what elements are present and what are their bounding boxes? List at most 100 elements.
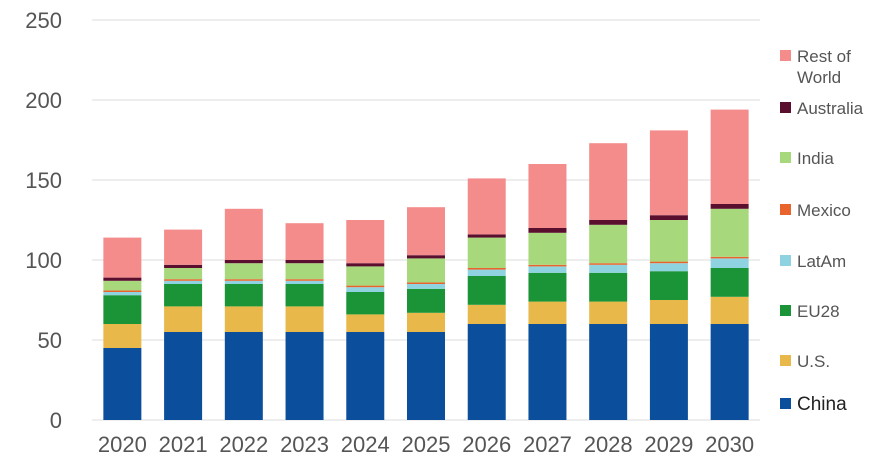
bar-segment bbox=[164, 332, 203, 420]
bar-segment bbox=[285, 223, 324, 260]
legend-label: Australia bbox=[797, 99, 864, 118]
bar-segment bbox=[467, 304, 506, 324]
bar-segment bbox=[528, 164, 567, 228]
bar-segment bbox=[589, 143, 628, 220]
bar-segment bbox=[407, 255, 445, 259]
bar-segment bbox=[649, 263, 688, 272]
bar-segment bbox=[346, 263, 385, 267]
bar-segment bbox=[224, 284, 263, 307]
legend-swatch bbox=[780, 50, 791, 61]
bar-stack-2028 bbox=[589, 143, 628, 420]
legend-swatch bbox=[780, 305, 791, 316]
bar-segment bbox=[710, 204, 749, 209]
bar-segment bbox=[589, 324, 628, 420]
legend-item: Australia bbox=[780, 99, 864, 118]
bar-segment bbox=[285, 260, 324, 264]
legend-item: India bbox=[780, 149, 834, 168]
bar-segment bbox=[285, 332, 324, 420]
legend-label: EU28 bbox=[797, 302, 840, 321]
y-tick-label: 50 bbox=[38, 328, 62, 353]
legend-item: Rest of World bbox=[780, 47, 851, 87]
bar-segment bbox=[649, 324, 688, 420]
x-tick-label: 2023 bbox=[280, 432, 329, 457]
legend-label: World bbox=[797, 68, 841, 87]
bar-segment bbox=[467, 324, 506, 420]
bar-segment bbox=[346, 332, 385, 420]
bar-segment bbox=[710, 258, 749, 268]
bar-stack-2030 bbox=[710, 109, 749, 420]
legend: Rest of World Australia India Mexico LatAm EU2… bbox=[780, 47, 864, 415]
bar-segment bbox=[467, 237, 506, 268]
bar-segment bbox=[528, 232, 567, 265]
bar-segment bbox=[407, 258, 445, 283]
bar-segment bbox=[224, 208, 263, 260]
x-tick-label: 2024 bbox=[341, 432, 390, 457]
bar-segment bbox=[164, 264, 203, 268]
legend-label: U.S. bbox=[797, 352, 830, 371]
bar-segment bbox=[346, 292, 385, 315]
bar-segment bbox=[649, 271, 688, 300]
legend-label: Mexico bbox=[797, 201, 851, 220]
x-tick-label: 2027 bbox=[523, 432, 572, 457]
legend-label: China bbox=[797, 394, 847, 415]
bar-stack-2024 bbox=[346, 220, 385, 420]
legend-swatch bbox=[780, 398, 791, 409]
bar-segment bbox=[467, 276, 506, 305]
bar-segment bbox=[710, 208, 749, 257]
bar-segment bbox=[164, 229, 203, 265]
bar-segment bbox=[710, 268, 749, 297]
bar-segment bbox=[346, 287, 385, 292]
bar-segment bbox=[346, 314, 385, 332]
x-tick-label: 2028 bbox=[584, 432, 633, 457]
bar-segment bbox=[285, 280, 324, 284]
bar-segment bbox=[589, 263, 628, 265]
bar-segment bbox=[224, 306, 263, 332]
y-tick-label: 250 bbox=[25, 8, 62, 33]
bar-segment bbox=[224, 332, 263, 420]
legend-label: LatAm bbox=[797, 252, 846, 271]
legend-item: LatAm bbox=[780, 252, 846, 271]
bar-segment bbox=[407, 207, 445, 256]
bar-segment bbox=[528, 264, 567, 267]
bar-segment bbox=[589, 220, 628, 225]
bar-segment bbox=[285, 306, 324, 332]
bar-segment bbox=[589, 301, 628, 324]
bar-segment bbox=[467, 234, 506, 238]
bar-segment bbox=[103, 348, 142, 420]
bar-segment bbox=[346, 285, 385, 288]
bar-segment bbox=[224, 260, 263, 264]
x-tick-label: 2025 bbox=[402, 432, 451, 457]
bar-segment bbox=[649, 261, 688, 264]
y-tick-label: 100 bbox=[25, 248, 62, 273]
bar-segment bbox=[528, 301, 567, 324]
bar-segment bbox=[649, 220, 688, 262]
y-tick-label: 0 bbox=[50, 408, 62, 433]
legend-item: Mexico bbox=[780, 201, 851, 220]
bar-segment bbox=[407, 282, 445, 284]
bar-segment bbox=[346, 266, 385, 286]
legend-swatch bbox=[780, 355, 791, 366]
bar-segment bbox=[103, 292, 142, 296]
legend-label: India bbox=[797, 149, 834, 168]
x-axis-ticks: 2020 2021 2022 2023 2024 2025 2026 2027 2028 2029… bbox=[98, 432, 754, 457]
bar-segment bbox=[528, 272, 567, 302]
bar-segment bbox=[103, 237, 142, 278]
legend-swatch bbox=[780, 204, 791, 215]
bar-segment bbox=[103, 324, 142, 348]
bar-stack-2027 bbox=[528, 164, 567, 420]
bar-segment bbox=[528, 228, 567, 233]
bar-segment bbox=[649, 215, 688, 220]
legend-swatch bbox=[780, 152, 791, 163]
x-tick-label: 2030 bbox=[705, 432, 754, 457]
bar-segment bbox=[467, 269, 506, 276]
bar-segment bbox=[164, 280, 203, 284]
legend-swatch bbox=[780, 102, 791, 113]
bar-segment bbox=[164, 268, 203, 280]
bar-segment bbox=[224, 263, 263, 280]
bar-stack-2021 bbox=[164, 229, 203, 420]
bar-segment bbox=[224, 280, 263, 284]
y-axis-ticks: 0 50 100 150 200 250 bbox=[25, 8, 62, 433]
bar-segment bbox=[589, 224, 628, 264]
